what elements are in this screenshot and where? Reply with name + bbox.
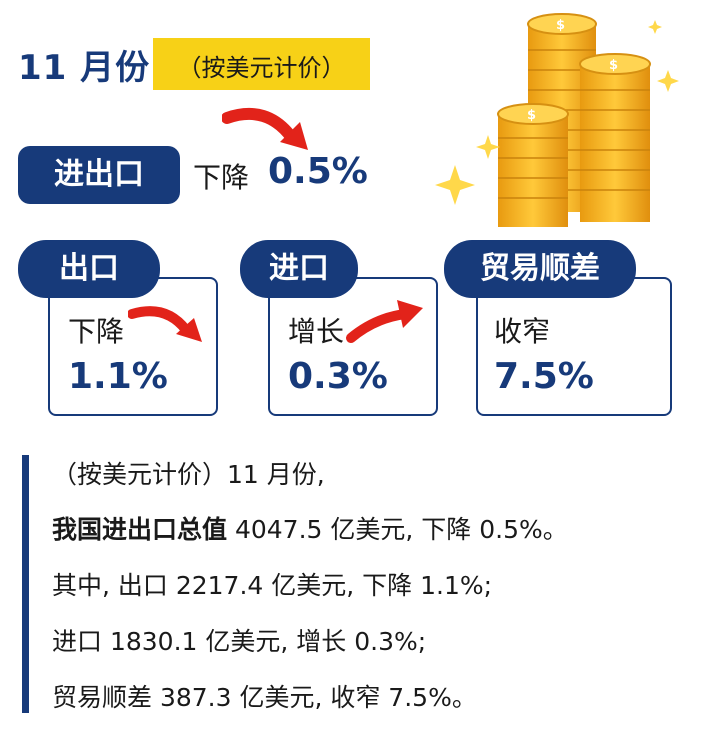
import-label: 进口 [240, 240, 358, 298]
svg-text:$: $ [556, 18, 565, 33]
surplus-value: 7.5% [494, 356, 594, 397]
summary-line-3: 其中, 出口 2217.4 亿美元, 下降 1.1%; [52, 571, 493, 600]
export-label: 出口 [18, 240, 160, 298]
gold-dollar-coin-stacks-icon: $ $ $ [435, 13, 679, 227]
summary-line-5: 贸易顺差 387.3 亿美元, 收窄 7.5%。 [52, 683, 477, 712]
surplus-direction: 收窄 [494, 315, 551, 348]
export-card [48, 277, 218, 416]
currency-note-label: （按美元计价） [177, 54, 346, 82]
svg-text:$: $ [527, 108, 536, 123]
month-title: 11 月份 [18, 48, 151, 88]
trade-label: 进出口 [18, 146, 180, 204]
surplus-label: 贸易顺差 [444, 240, 636, 298]
summary-accent-bar [22, 455, 29, 713]
increase-arrow-icon [346, 300, 423, 343]
export-value: 1.1% [68, 356, 168, 397]
summary-line-2-bold: 我国进出口总值 [52, 515, 228, 544]
surplus-card [476, 277, 672, 416]
summary-line-4: 进口 1830.1 亿美元, 增长 0.3%; [52, 627, 427, 656]
trade-direction: 下降 [193, 161, 250, 194]
summary-line-1: （按美元计价）11 月份, [52, 460, 325, 489]
decrease-arrow-icon [222, 108, 308, 150]
import-value: 0.3% [288, 356, 388, 397]
export-direction: 下降 [68, 315, 125, 348]
svg-text:$: $ [609, 58, 618, 73]
import-direction: 增长 [288, 315, 345, 348]
decrease-arrow-icon [128, 306, 202, 342]
summary-line-2-rest: 4047.5 亿美元, 下降 0.5%。 [227, 515, 568, 544]
trade-value: 0.5% [268, 151, 368, 192]
currency-note-tag: （按美元计价） [153, 38, 370, 90]
summary-line-2: 我国进出口总值 4047.5 亿美元, 下降 0.5%。 [52, 510, 568, 546]
